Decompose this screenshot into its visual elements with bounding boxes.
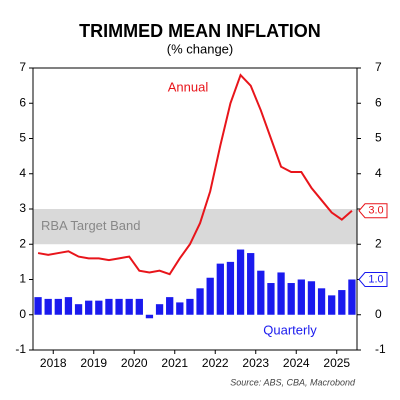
y-tick-label: 0 (19, 307, 26, 321)
bar (105, 298, 113, 315)
bar (267, 283, 275, 315)
callout-box (358, 203, 388, 219)
bar (257, 270, 265, 315)
bar (145, 314, 154, 319)
y2-tick-label: 6 (375, 95, 382, 109)
plot-frame (32, 67, 358, 351)
x-tick-label: 2019 (80, 356, 107, 370)
bar (206, 277, 214, 315)
y2-tick-label: 5 (375, 131, 382, 145)
bar (95, 300, 103, 315)
bar (125, 298, 133, 315)
y-tick-label: 6 (19, 95, 26, 109)
bar (115, 298, 123, 315)
callout-label: 3.0 (368, 205, 383, 217)
bar (64, 297, 73, 315)
bar (54, 298, 62, 315)
chart-subtitle: (% change) (167, 41, 233, 56)
x-tick-label: 2020 (121, 356, 148, 370)
y2-tick-label: 2 (375, 236, 382, 250)
source: Source: ABS, CBA, Macrobond (230, 377, 356, 387)
bar (328, 295, 336, 315)
target-band (33, 209, 357, 245)
y2-tick-label: 7 (375, 60, 382, 74)
bar (236, 249, 245, 315)
bar (196, 288, 204, 315)
bar (74, 304, 83, 315)
bar (34, 297, 42, 315)
x-tick-label: 2018 (40, 356, 67, 370)
x-tick-label: 2022 (202, 356, 229, 370)
bar (44, 298, 52, 315)
callout-label: 1.0 (368, 273, 383, 285)
y-tick-label: 2 (19, 236, 26, 250)
y2-tick-label: -1 (375, 342, 386, 356)
x-tick-label: 2024 (283, 356, 310, 370)
series-label: Quarterly (263, 322, 317, 337)
bar (135, 298, 143, 315)
bar (307, 281, 316, 315)
line (37, 73, 353, 276)
bar (277, 272, 285, 315)
bar (186, 298, 194, 315)
bar (155, 304, 164, 315)
bar (176, 302, 184, 315)
bar (338, 290, 346, 315)
y2-tick-label: 4 (375, 166, 382, 180)
bar (226, 261, 235, 315)
band-label: RBA Target Band (41, 218, 141, 233)
callout-box (358, 272, 388, 287)
y-tick-label: 3 (19, 201, 26, 215)
y-tick-label: 4 (19, 166, 26, 180)
bar (297, 279, 305, 315)
bar (85, 300, 93, 315)
y2-tick-label: 0 (375, 307, 382, 321)
y-tick-label: -1 (15, 342, 26, 356)
series-label: Annual (168, 79, 209, 94)
x-tick-label: 2023 (242, 356, 269, 370)
chart-title: TRIMMED MEAN INFLATION (79, 21, 321, 41)
y-tick-label: 7 (19, 60, 26, 74)
bar (247, 253, 255, 315)
x-tick-label: 2021 (161, 356, 188, 370)
bar (287, 283, 295, 315)
y-tick-label: 1 (19, 272, 26, 286)
bar (317, 288, 326, 315)
bar (216, 263, 224, 315)
x-tick-label: 2025 (323, 356, 350, 370)
y-tick-label: 5 (19, 131, 26, 145)
bar (348, 279, 356, 315)
bar (166, 297, 174, 315)
